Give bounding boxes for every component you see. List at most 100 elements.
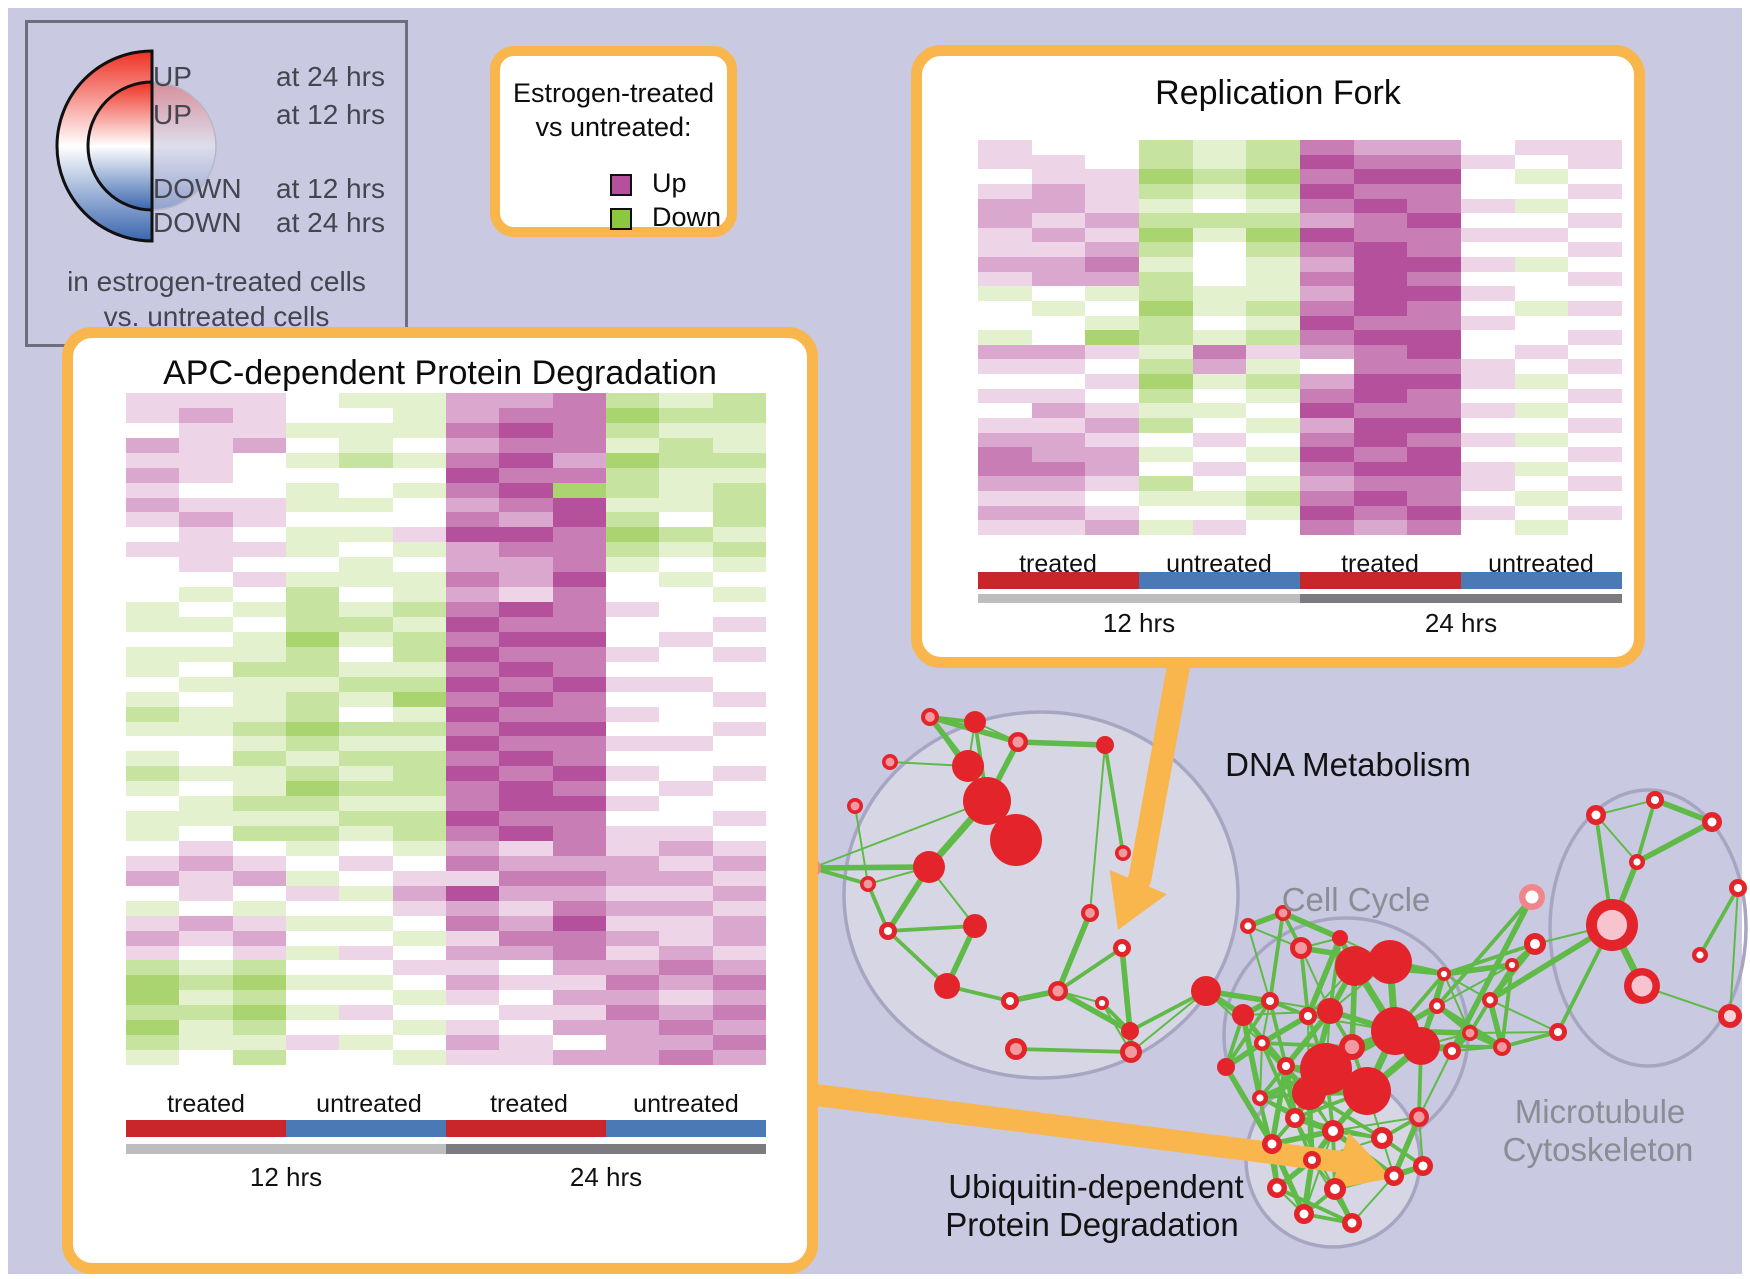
heatmap-cell xyxy=(1139,300,1193,316)
heatmap-cell xyxy=(1031,213,1086,228)
heatmap-cell xyxy=(712,602,766,617)
replication-fork-title: Replication Fork xyxy=(1155,74,1401,112)
heatmap-cell xyxy=(1461,257,1515,272)
heatmap-cell xyxy=(1031,491,1086,506)
heatmap-cell xyxy=(1300,257,1354,272)
heatmap-cell xyxy=(1568,271,1622,287)
heatmap-cell xyxy=(712,930,766,946)
heatmap-cell xyxy=(552,527,606,543)
heatmap-cell xyxy=(445,482,500,498)
heatmap-cell xyxy=(126,437,180,453)
heatmap-cell xyxy=(1407,213,1461,228)
heatmap-cell xyxy=(659,557,713,573)
heatmap-cell xyxy=(499,796,553,812)
heatmap-cell xyxy=(978,374,1032,389)
heatmap-cell xyxy=(1085,169,1139,184)
heatmap-cell xyxy=(179,855,233,871)
heatmap-cell xyxy=(392,706,446,722)
heatmap-cell xyxy=(179,691,233,707)
condition-bar-segment xyxy=(606,1120,766,1137)
heatmap-cell xyxy=(1246,271,1300,287)
heatmap-cell xyxy=(712,437,766,453)
heatmap-cell xyxy=(499,467,553,483)
heatmap-cell xyxy=(392,691,446,707)
gene-node-core xyxy=(1344,1039,1360,1055)
heatmap-cell xyxy=(712,766,766,782)
apc-time-bar xyxy=(126,1144,766,1154)
heatmap-cell xyxy=(1139,286,1193,301)
gene-node-core xyxy=(1278,908,1288,918)
heatmap-cell xyxy=(499,676,553,692)
gene-node-core xyxy=(1294,941,1308,955)
heatmap-cell xyxy=(285,661,340,677)
heatmap-cell xyxy=(712,393,766,408)
heatmap-cell xyxy=(712,572,766,588)
heatmap-cell xyxy=(179,751,233,767)
heatmap-cell xyxy=(1246,461,1300,477)
heatmap-cell xyxy=(499,1050,553,1065)
gene-node-core xyxy=(1633,858,1641,866)
heatmap-cell xyxy=(1353,330,1408,345)
heatmap-cell xyxy=(392,945,446,961)
heatmap-cell xyxy=(339,870,393,886)
apc-group-label-2: untreated xyxy=(316,1090,422,1118)
heatmap-cell xyxy=(659,915,713,931)
heatmap-cell xyxy=(712,990,766,1006)
heatmap-cell xyxy=(445,900,500,916)
heatmap-cell xyxy=(1192,403,1247,418)
heatmap-cell xyxy=(392,602,446,617)
heatmap-cell xyxy=(552,482,606,498)
heatmap-cell xyxy=(1461,315,1515,331)
heatmap-cell xyxy=(552,1050,606,1065)
apc-time-label-12: 12 hrs xyxy=(249,1162,323,1192)
apc-time-label-24: 24 hrs xyxy=(569,1162,643,1192)
heatmap-cell xyxy=(232,945,286,961)
heatmap-cell xyxy=(1085,242,1139,258)
heatmap-cell xyxy=(1353,491,1408,506)
heatmap-cell xyxy=(285,691,340,707)
heatmap-cell xyxy=(552,900,606,916)
heatmap-cell xyxy=(445,1020,500,1036)
heatmap-cell xyxy=(499,930,553,946)
heatmap-cell xyxy=(605,796,660,812)
gene-node-solid xyxy=(1096,736,1114,754)
heatmap-cell xyxy=(1246,198,1300,214)
heatmap-cell xyxy=(1139,315,1193,331)
heatmap-cell xyxy=(126,960,180,976)
heatmap-cell xyxy=(339,676,393,692)
heatmap-cell xyxy=(1568,213,1622,228)
heatmap-cell xyxy=(1031,242,1086,258)
gene-node-solid xyxy=(1121,1022,1139,1040)
heatmap-cell xyxy=(1031,300,1086,316)
heatmap-cell xyxy=(1353,374,1408,389)
ring-inner-left xyxy=(86,80,154,212)
heatmap-cell xyxy=(1461,359,1515,375)
heatmap-cell xyxy=(1031,183,1086,199)
heatmap-cell xyxy=(1139,154,1193,170)
heatmap-cell xyxy=(1514,257,1569,272)
replication-fork-heatmap xyxy=(978,140,1622,535)
heatmap-cell xyxy=(1139,183,1193,199)
heatmap-cell xyxy=(445,572,500,588)
gene-node-core xyxy=(1330,1184,1340,1194)
heatmap-cell xyxy=(1192,476,1247,492)
heatmap-cell xyxy=(179,721,233,737)
gene-node-core xyxy=(1596,909,1628,941)
heatmap-cell xyxy=(605,751,660,767)
heatmap-cell xyxy=(499,482,553,498)
condition-bar-segment xyxy=(126,1120,286,1137)
network-edge xyxy=(1500,1030,1560,1049)
heatmap-cell xyxy=(712,960,766,976)
heatmap-cell xyxy=(1300,344,1354,360)
heatmap-cell xyxy=(126,452,180,468)
heatmap-cell xyxy=(1461,154,1515,170)
heatmap-cell xyxy=(339,990,393,1006)
heatmap-cell xyxy=(285,542,340,558)
heatmap-cell xyxy=(1139,432,1193,448)
heatmap-cell xyxy=(285,870,340,886)
heatmap-cell xyxy=(126,572,180,588)
heatmap-cell xyxy=(285,617,340,632)
apc-group-label-4: untreated xyxy=(633,1090,739,1118)
heatmap-cell xyxy=(1514,227,1569,243)
network-edge xyxy=(1305,935,1343,1019)
